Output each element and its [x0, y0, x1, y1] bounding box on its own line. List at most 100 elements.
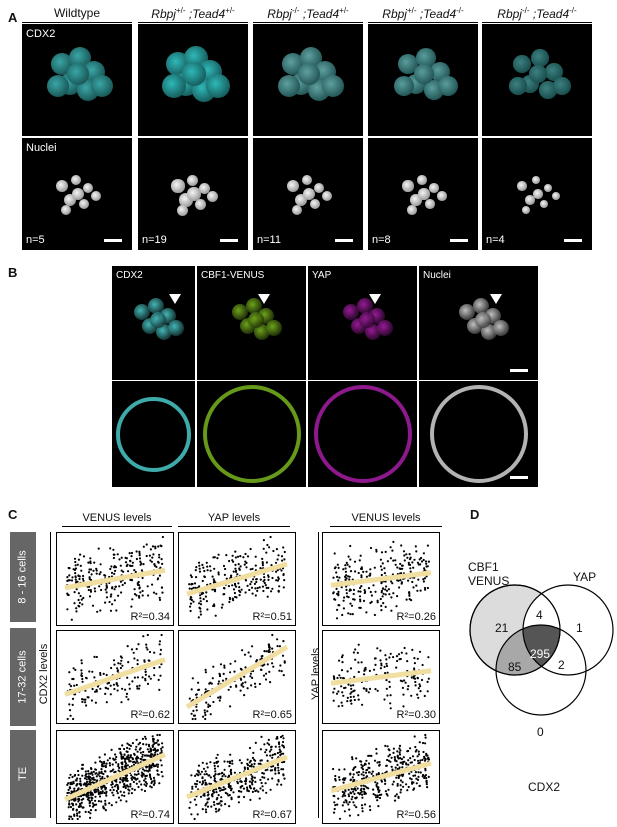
scatter-point [100, 588, 103, 592]
cdx2-cell [205, 73, 231, 99]
scatter-point [139, 591, 142, 594]
scatter-point [66, 717, 69, 721]
scatter-point [72, 798, 75, 801]
scatter-point [234, 556, 237, 559]
scatter-point [407, 749, 410, 753]
nucleus [186, 174, 198, 186]
scatter-point [205, 811, 208, 814]
scatter-point [238, 790, 241, 793]
scatter-point [190, 575, 193, 579]
scatter-point [94, 809, 97, 812]
scatter-point [138, 586, 141, 589]
scatter-point [154, 547, 157, 550]
scatter-point [75, 809, 78, 812]
scatter-point [89, 767, 93, 770]
scatter-point [115, 755, 118, 759]
scatter-point [343, 778, 346, 782]
scatter-point [382, 602, 385, 605]
scatter-point [76, 777, 79, 780]
scatter-point [102, 806, 105, 809]
scatter-point [147, 770, 150, 773]
scatter-point [157, 743, 160, 746]
scatter-point [375, 752, 378, 755]
scatter-point [133, 788, 136, 791]
fit-line [64, 657, 166, 697]
scatter-point [119, 666, 122, 670]
scatter-point [265, 754, 268, 757]
scatter-point [347, 795, 351, 798]
scatter-point [416, 693, 419, 696]
scatter-point [156, 749, 159, 752]
scatter-point [136, 659, 139, 662]
scatter-point [217, 680, 221, 683]
scatter-point [364, 792, 367, 795]
scatter-point [342, 694, 345, 697]
scatter-point [150, 748, 153, 752]
scatter-point [138, 552, 141, 555]
scatter-point [381, 595, 384, 598]
scatter-point [202, 767, 206, 770]
scatter-point [267, 578, 270, 581]
scatter-point [110, 783, 113, 786]
scatter-point [380, 568, 383, 571]
scatter-point [251, 676, 254, 679]
scatter-point [224, 787, 227, 790]
scatter-point [422, 750, 425, 754]
scatter-point [191, 677, 194, 680]
scatter-point [204, 595, 207, 598]
scatter-point [332, 592, 335, 595]
scatter-point [125, 800, 128, 803]
scatter-point [231, 554, 234, 557]
scatter-point [114, 770, 117, 773]
scatter-point [268, 670, 271, 673]
scatter-point [138, 748, 141, 751]
scatter-point [98, 585, 101, 588]
scatter-point [354, 765, 357, 769]
scatter-point [86, 696, 89, 699]
scatter-point [199, 613, 202, 616]
scatter-plot-r1-c2: R²=0.51 [178, 532, 296, 626]
scatter-point [200, 592, 203, 596]
scatter-point [332, 675, 335, 678]
scatter-point [357, 590, 360, 593]
scatter-point [238, 586, 241, 589]
scatter-point [384, 654, 387, 657]
scatter-point [341, 613, 344, 617]
scatter-point [74, 560, 77, 564]
scatter-point [396, 754, 399, 757]
scatter-point [402, 693, 405, 696]
scatter-point [378, 760, 381, 764]
scatter-point [207, 705, 210, 708]
scatter-point [262, 539, 265, 542]
scatter-point [337, 579, 340, 582]
scatter-point [332, 794, 335, 797]
scatter-point [77, 598, 80, 602]
scatter-point [143, 769, 146, 772]
scatter-point [347, 788, 350, 791]
scatter-point [357, 771, 361, 774]
nucleus [176, 204, 188, 216]
scatter-point [147, 594, 150, 597]
scatter-point [131, 598, 134, 601]
scatter-point [384, 779, 387, 782]
scatter-point [111, 786, 114, 789]
scatter-plot-r3-c1: R²=0.74 [56, 730, 174, 824]
scatter-point [113, 663, 116, 666]
scatter-point [413, 677, 417, 680]
scatter-point [96, 779, 99, 782]
scatter-point [77, 769, 80, 773]
scatter-point [424, 733, 427, 737]
scatter-point [283, 558, 286, 561]
scatter-point [244, 560, 247, 563]
r-squared-label: R²=0.26 [396, 611, 436, 623]
scatter-point [248, 780, 251, 783]
scatter-point [68, 817, 71, 821]
scatter-point [342, 801, 346, 804]
scatter-point [396, 784, 399, 787]
scatter-point [233, 582, 237, 585]
scatter-point [278, 742, 281, 746]
scatter-point [228, 598, 232, 601]
scatter-point [119, 580, 122, 583]
scatter-point [113, 572, 116, 575]
scatter-point [281, 654, 285, 657]
